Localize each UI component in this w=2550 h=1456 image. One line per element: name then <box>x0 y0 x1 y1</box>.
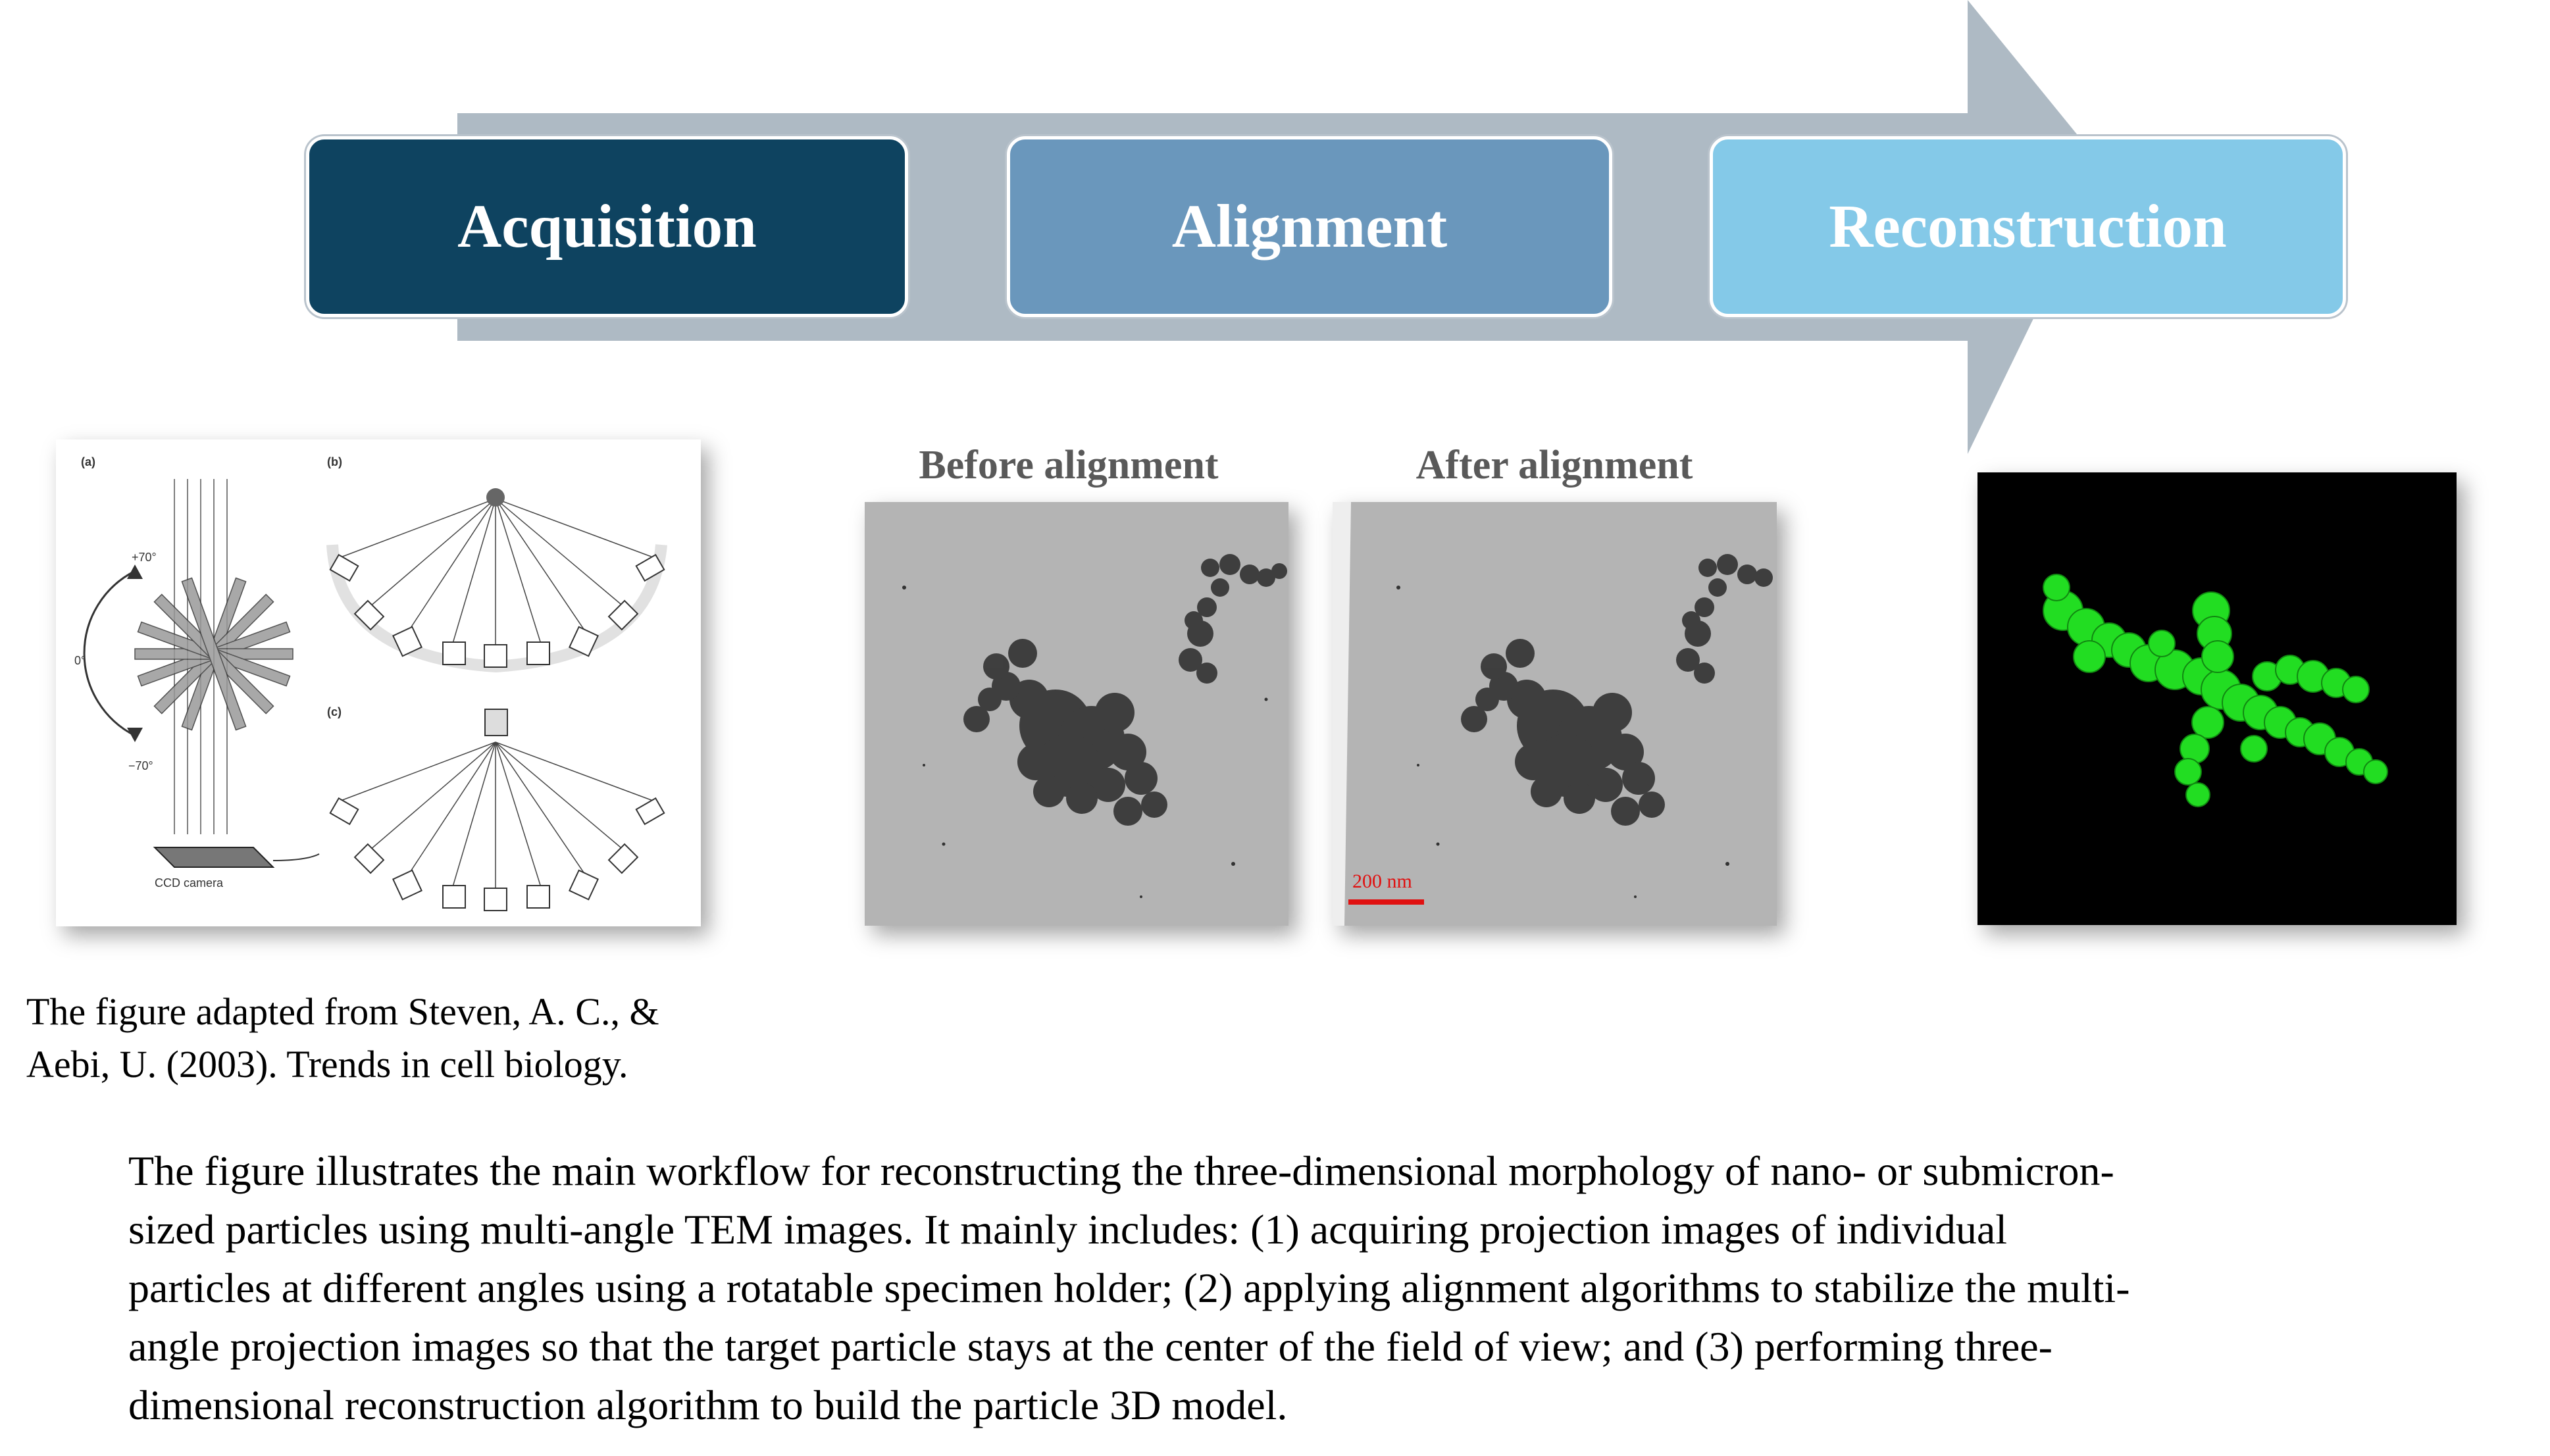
after-alignment-label: After alignment <box>1415 443 1693 488</box>
stage-alignment-label: Alignment <box>1171 193 1448 261</box>
description-paragraph: The figure illustrates the main workflow… <box>128 1142 2524 1434</box>
acquisition-schematic: (a) +70° 0° −70° CCD camera (b) <box>56 439 701 926</box>
reconstruction-3d-render <box>2043 574 2388 807</box>
before-alignment-label: Before alignment <box>919 443 1219 488</box>
ccd-camera-icon <box>153 847 320 868</box>
tem-image-after: 200 nm <box>1333 502 1777 926</box>
scale-bar <box>1348 899 1424 905</box>
panel-label-a: (a) <box>81 455 95 468</box>
description-line-4: angle projection images so that the targ… <box>128 1323 2053 1370</box>
stage-acquisition-label: Acquisition <box>457 193 757 261</box>
stage-alignment: Alignment <box>1007 136 1612 317</box>
ccd-camera-label: CCD camera <box>155 876 224 890</box>
angle-label-0: 0° <box>74 654 86 667</box>
tem-particles-after <box>1333 502 1773 926</box>
acquisition-caption: The figure adapted from Steven, A. C., &… <box>26 986 659 1091</box>
scale-bar-label: 200 nm <box>1352 870 1412 892</box>
tem-image-before <box>865 502 1288 926</box>
description-line-1: The figure illustrates the main workflow… <box>128 1147 2114 1194</box>
acquisition-caption-line2: Aebi, U. (2003). Trends in cell biology. <box>26 1043 628 1086</box>
panel-label-c: (c) <box>327 705 342 718</box>
description-line-3: particles at different angles using a ro… <box>128 1265 2130 1311</box>
stage-reconstruction-label: Reconstruction <box>1829 193 2227 261</box>
reconstruction-3d-model <box>1977 472 2457 925</box>
panel-label-b: (b) <box>327 455 342 468</box>
acquisition-caption-line1: The figure adapted from Steven, A. C., & <box>26 990 659 1033</box>
tem-particles-before <box>902 554 1287 898</box>
description-line-2: sized particles using multi-angle TEM im… <box>128 1206 2008 1253</box>
angle-label-plus70: +70° <box>132 551 157 564</box>
stage-reconstruction: Reconstruction <box>1710 136 2346 317</box>
description-line-5: dimensional reconstruction algorithm to … <box>128 1382 1288 1428</box>
stage-acquisition: Acquisition <box>306 136 908 317</box>
tomography-geometry-diagram: (a) +70° 0° −70° CCD camera (b) <box>74 455 667 911</box>
angle-label-minus70: −70° <box>128 759 153 772</box>
